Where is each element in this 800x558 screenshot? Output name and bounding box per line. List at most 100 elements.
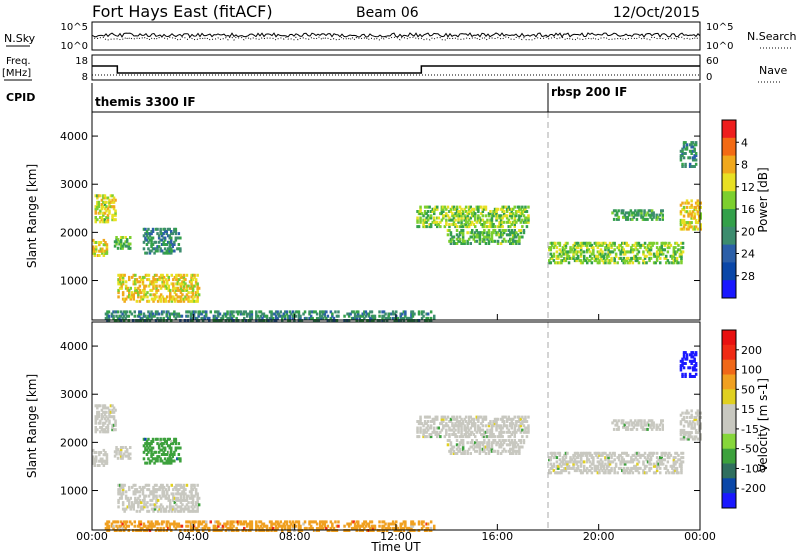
power-cell xyxy=(417,312,421,316)
velocity-cell xyxy=(113,450,117,454)
velocity-cell xyxy=(469,433,472,436)
velocity-cell xyxy=(407,526,410,530)
power-cell xyxy=(284,310,287,314)
power-cell xyxy=(120,275,123,279)
velocity-cell xyxy=(457,449,460,453)
velocity-cell xyxy=(576,464,580,468)
velocity-cell xyxy=(552,469,556,473)
velocity-cell xyxy=(513,424,516,428)
power-cell xyxy=(584,259,587,263)
power-cell xyxy=(387,312,390,316)
velocity-cell xyxy=(694,351,698,355)
velocity-cell xyxy=(696,422,699,426)
velocity-cell xyxy=(561,460,565,464)
velocity-cell xyxy=(153,490,157,494)
velocity-cell xyxy=(566,462,569,466)
velocity-cell xyxy=(672,471,676,475)
power-cell xyxy=(176,278,180,282)
power-cell xyxy=(157,240,161,244)
velocity-cell xyxy=(148,461,152,465)
velocity-cell xyxy=(182,498,186,502)
velocity-cell xyxy=(507,417,510,421)
velocity-cell xyxy=(168,450,171,454)
velocity-cell xyxy=(645,471,648,475)
velocity-cell xyxy=(205,522,208,526)
power-cell xyxy=(124,312,127,316)
velocity-cell xyxy=(159,483,163,487)
velocity-cell xyxy=(669,453,673,457)
velocity-cell xyxy=(164,509,167,513)
velocity-cell xyxy=(419,430,422,434)
velocity-cell xyxy=(411,522,415,526)
velocity-cell xyxy=(347,522,351,526)
power-cell xyxy=(650,213,654,217)
velocity-cell xyxy=(446,443,450,447)
power-cell xyxy=(109,205,113,209)
power-cell xyxy=(658,213,661,217)
power-cell xyxy=(132,280,135,284)
velocity-cell xyxy=(628,471,632,475)
velocity-cell xyxy=(105,455,109,459)
power-cell xyxy=(179,249,182,253)
velocity-cell xyxy=(226,522,229,526)
velocity-cell xyxy=(682,424,686,428)
velocity-cell xyxy=(168,459,171,463)
power-cell xyxy=(509,231,512,235)
velocity-cell xyxy=(184,507,187,511)
power-cell xyxy=(179,291,183,295)
velocity-cell xyxy=(191,498,195,502)
power-cell xyxy=(625,250,628,254)
velocity-cell xyxy=(249,524,252,528)
velocity-cell xyxy=(681,357,684,361)
velocity-cell xyxy=(690,355,693,359)
velocity-cell xyxy=(660,421,663,425)
velocity-cell xyxy=(243,522,246,526)
velocity-cell xyxy=(236,522,240,526)
power-cell xyxy=(176,273,180,277)
power-cell xyxy=(461,231,465,235)
power-cell xyxy=(446,205,450,209)
velocity-cell xyxy=(604,456,607,460)
power-cell xyxy=(610,246,613,250)
velocity-cell xyxy=(475,445,478,449)
velocity-cell xyxy=(106,430,110,434)
power-cell xyxy=(626,215,629,219)
power-cell xyxy=(615,213,619,217)
velocity-cell xyxy=(641,427,645,431)
velocity-cell xyxy=(156,522,159,526)
x-tick-label: 12:00 xyxy=(380,530,412,543)
power-cell xyxy=(581,261,584,265)
power-cell xyxy=(192,310,196,314)
velocity-cell xyxy=(442,424,445,428)
power-cell xyxy=(178,299,181,303)
velocity-cell xyxy=(688,422,692,426)
power-cell xyxy=(483,220,486,224)
power-cell xyxy=(460,216,463,220)
velocity-cell xyxy=(258,526,261,530)
power-cell xyxy=(108,211,111,215)
velocity-cell xyxy=(516,449,520,453)
velocity-cell xyxy=(474,424,477,428)
power-cell xyxy=(150,314,153,318)
velocity-cell xyxy=(144,437,147,441)
power-cell xyxy=(509,239,512,243)
velocity-cell xyxy=(518,447,521,451)
velocity-cell xyxy=(285,522,288,526)
velocity-colorbar-frame xyxy=(721,329,737,509)
power-cell xyxy=(124,240,127,244)
velocity-cell xyxy=(460,439,463,442)
velocity-cell xyxy=(679,359,683,363)
power-cell xyxy=(194,278,198,282)
velocity-cell xyxy=(627,460,630,464)
power-cell xyxy=(279,314,282,318)
power-cell xyxy=(151,312,155,316)
velocity-cell xyxy=(165,520,168,524)
power-cell xyxy=(182,278,186,282)
y-tick-label: 4000 xyxy=(60,340,88,353)
power-cell xyxy=(167,288,170,292)
power-cell xyxy=(121,246,124,250)
power-cell xyxy=(449,242,453,245)
power-cell xyxy=(157,312,161,316)
velocity-cell xyxy=(690,435,693,439)
velocity-cell xyxy=(677,458,680,462)
